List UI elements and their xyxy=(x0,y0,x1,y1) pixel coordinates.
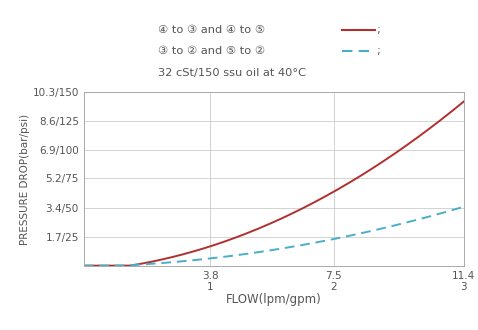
Text: 32 cSt/150 ssu oil at 40°C: 32 cSt/150 ssu oil at 40°C xyxy=(158,68,306,78)
Text: ④ to ③ and ④ to ⑤: ④ to ③ and ④ to ⑤ xyxy=(158,25,265,35)
X-axis label: FLOW(lpm/gpm): FLOW(lpm/gpm) xyxy=(226,293,322,307)
Text: ;: ; xyxy=(376,25,380,35)
Text: ③ to ② and ⑤ to ②: ③ to ② and ⑤ to ② xyxy=(158,46,265,56)
Text: ;: ; xyxy=(376,46,380,56)
Y-axis label: PRESSURE DROP(bar/psi): PRESSURE DROP(bar/psi) xyxy=(20,114,30,245)
